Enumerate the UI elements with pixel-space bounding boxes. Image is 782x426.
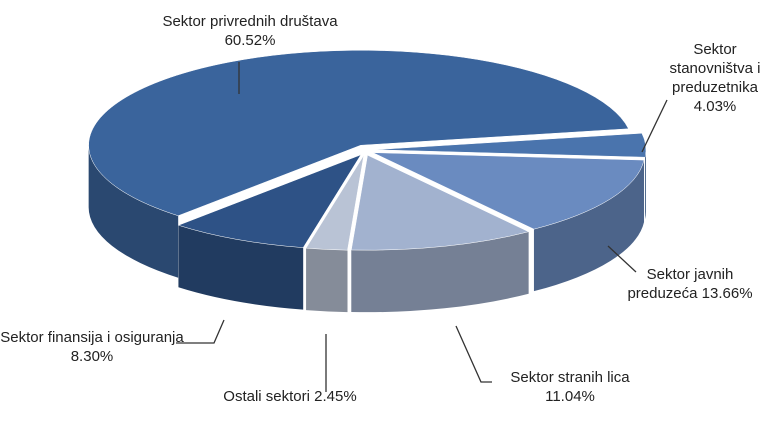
slice <box>88 50 629 216</box>
slice-side <box>178 225 304 310</box>
data-label: Sektor stranih lica 11.04% <box>485 368 655 406</box>
leader-line <box>455 325 492 383</box>
label-name: Sektor stranih lica <box>510 369 630 386</box>
data-label: Ostali sektori 2.45% <box>220 387 360 406</box>
data-label: Sektor javnih preduzeća 13.66% <box>625 265 755 303</box>
label-value: 60.52% <box>224 32 276 49</box>
slice <box>177 154 362 248</box>
slice <box>372 152 645 230</box>
label-value: 8.30% <box>70 348 114 365</box>
label-value: 2.45% <box>314 388 357 405</box>
leader-lines <box>176 62 668 392</box>
data-label: Sektor finansija i osiguranja 8.30% <box>0 328 187 366</box>
leader-line <box>641 99 668 153</box>
label-name: Sektor stanovništva i preduzetnika <box>669 41 761 96</box>
label-value: 4.03% <box>693 98 737 115</box>
label-name: Ostali sektori <box>223 388 310 405</box>
sides <box>88 145 646 313</box>
label-name: Sektor finansija i osiguranja <box>0 329 184 346</box>
leader-line <box>607 245 637 273</box>
slice <box>305 155 365 251</box>
slice-side <box>351 231 529 313</box>
slice-side <box>533 160 645 292</box>
label-value: 13.66% <box>701 285 753 302</box>
slice-side <box>645 149 646 220</box>
label-value: 11.04% <box>545 388 595 405</box>
leader-line <box>176 319 225 344</box>
slice <box>350 154 530 251</box>
label-name: Sektor javnih preduzeća <box>627 266 734 302</box>
tops <box>88 50 647 251</box>
data-label: Sektor privrednih društava 60.52% <box>160 12 340 50</box>
slice-side <box>88 145 179 278</box>
label-name: Sektor privrednih društava <box>162 13 338 30</box>
data-label: Sektor stanovništva i preduzetnika 4.03% <box>650 40 780 116</box>
slice-side <box>306 248 348 313</box>
